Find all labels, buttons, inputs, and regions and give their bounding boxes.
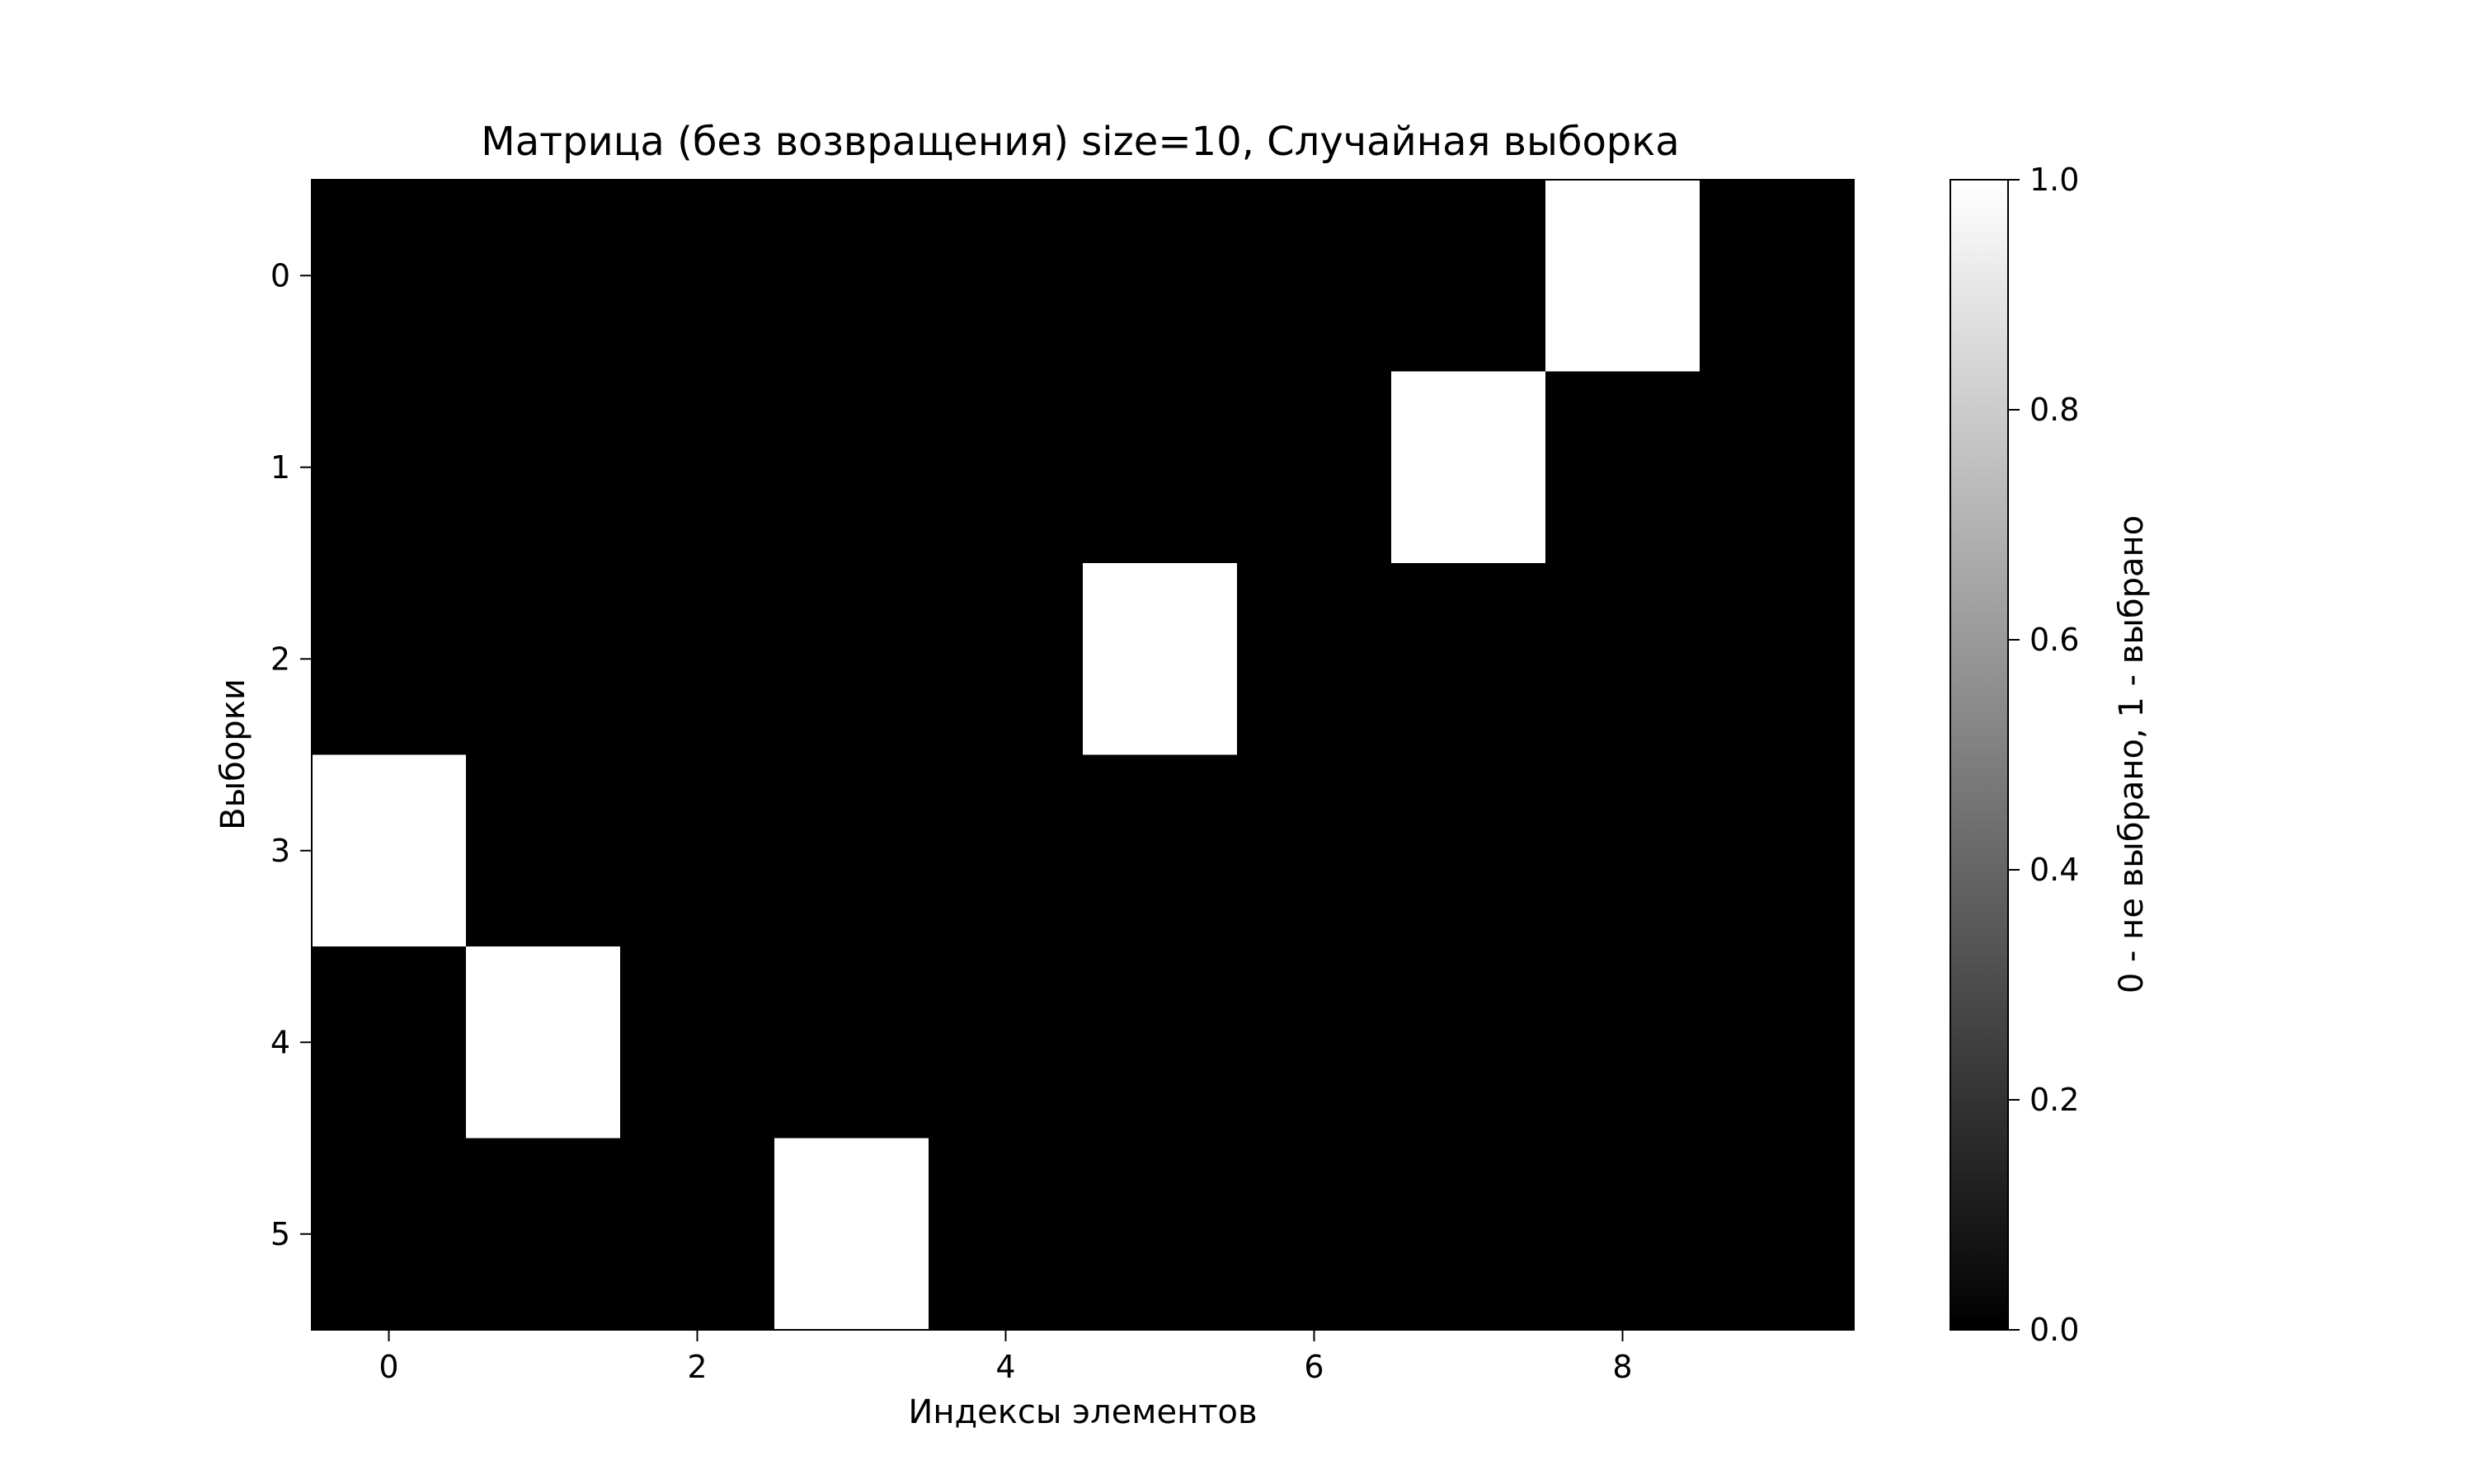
heatmap-cell bbox=[1083, 1138, 1238, 1331]
heatmap-cell bbox=[929, 1138, 1084, 1331]
heatmap-cell bbox=[1083, 754, 1238, 947]
heatmap-cell bbox=[1083, 371, 1238, 564]
heatmap-cell bbox=[1545, 1138, 1700, 1331]
heatmap-cell bbox=[929, 754, 1084, 947]
heatmap-cell bbox=[1391, 946, 1546, 1139]
heatmap-cell bbox=[1700, 563, 1855, 756]
heatmap-cell bbox=[1083, 180, 1238, 373]
heatmap-cell bbox=[1391, 180, 1546, 373]
heatmap-cell bbox=[929, 563, 1084, 756]
y-tick-label: 5 bbox=[270, 1216, 290, 1252]
colorbar-ticks: 0.0 0.2 0.4 0.6 0.8 1.0 bbox=[2008, 162, 2079, 1348]
heatmap-cell bbox=[1700, 754, 1855, 947]
colorbar bbox=[1950, 179, 2009, 1331]
x-tick-label: 6 bbox=[1304, 1349, 1324, 1385]
chart-title: Матрица (без возвращения) size=10, Случа… bbox=[481, 119, 1679, 165]
heatmap-cell bbox=[466, 371, 621, 564]
heatmap-cells bbox=[312, 180, 1855, 1331]
x-tick-label: 2 bbox=[687, 1349, 707, 1385]
colorbar-tick-label: 0.4 bbox=[2030, 852, 2079, 888]
heatmap-cell bbox=[620, 371, 775, 564]
heatmap-cell bbox=[312, 371, 467, 564]
heatmap-cell bbox=[466, 754, 621, 947]
colorbar-tick-label: 0.8 bbox=[2030, 392, 2079, 428]
heatmap-cell bbox=[1391, 371, 1546, 564]
plot-frame bbox=[311, 179, 1855, 1331]
heatmap-cell bbox=[620, 754, 775, 947]
heatmap-cell bbox=[1083, 946, 1238, 1139]
colorbar-tick-label: 0.2 bbox=[2030, 1082, 2079, 1118]
heatmap-cell bbox=[312, 1138, 467, 1331]
heatmap-cell bbox=[1237, 1138, 1392, 1331]
y-tick-label: 1 bbox=[270, 449, 290, 486]
heatmap-cell bbox=[312, 946, 467, 1139]
colorbar-tick-label: 1.0 bbox=[2030, 162, 2079, 198]
y-tick-label: 2 bbox=[270, 641, 290, 677]
heatmap-cell bbox=[929, 371, 1084, 564]
heatmap-cell bbox=[312, 563, 467, 756]
heatmap-cell bbox=[1545, 946, 1700, 1139]
colorbar-tick-label: 0.6 bbox=[2030, 622, 2079, 658]
heatmap-cell bbox=[1083, 563, 1238, 756]
heatmap-cell bbox=[1545, 754, 1700, 947]
heatmap-cell bbox=[1237, 946, 1392, 1139]
heatmap-cell bbox=[1700, 1138, 1855, 1331]
heatmap-cell bbox=[620, 1138, 775, 1331]
heatmap-cell bbox=[1237, 754, 1392, 947]
heatmap-cell bbox=[466, 563, 621, 756]
y-tick-label: 4 bbox=[270, 1024, 290, 1060]
heatmap-cell bbox=[1700, 946, 1855, 1139]
heatmap-cell bbox=[466, 1138, 621, 1331]
heatmap-cell bbox=[1237, 563, 1392, 756]
heatmap-cell bbox=[1545, 371, 1700, 564]
heatmap-cell bbox=[774, 371, 929, 564]
heatmap-cell bbox=[929, 946, 1084, 1139]
heatmap-cell bbox=[1391, 754, 1546, 947]
heatmap-cell bbox=[620, 180, 775, 373]
heatmap-cell bbox=[929, 180, 1084, 373]
heatmap-cell bbox=[774, 563, 929, 756]
heatmap-cell bbox=[620, 563, 775, 756]
heatmap-cell bbox=[774, 180, 929, 373]
heatmap-cell bbox=[1237, 180, 1392, 373]
heatmap-cell bbox=[1545, 563, 1700, 756]
y-tick-label: 3 bbox=[270, 833, 290, 869]
heatmap-cell bbox=[1237, 371, 1392, 564]
heatmap-cell bbox=[774, 1138, 929, 1331]
heatmap-cell bbox=[1391, 1138, 1546, 1331]
y-axis-label: Выборки bbox=[214, 679, 252, 830]
x-axis-ticks: 0 2 4 6 8 bbox=[379, 1330, 1633, 1385]
heatmap-cell bbox=[466, 946, 621, 1139]
heatmap-cell bbox=[774, 946, 929, 1139]
y-axis-ticks: 0 1 2 3 4 5 bbox=[270, 257, 312, 1252]
colorbar-label: 0 - не выбрано, 1 - выбрано bbox=[2113, 515, 2151, 993]
heatmap-cell bbox=[466, 180, 621, 373]
heatmap-cell bbox=[774, 754, 929, 947]
x-axis-label: Индексы элементов bbox=[908, 1393, 1257, 1431]
heatmap-cell bbox=[1700, 371, 1855, 564]
heatmap-cell bbox=[312, 180, 467, 373]
colorbar-tick-label: 0.0 bbox=[2030, 1312, 2079, 1348]
heatmap-cell bbox=[1391, 563, 1546, 756]
x-tick-label: 0 bbox=[379, 1349, 398, 1385]
heatmap-cell bbox=[1545, 180, 1700, 373]
y-tick-label: 0 bbox=[270, 257, 290, 294]
heatmap-cell bbox=[312, 754, 467, 947]
heatmap-cell bbox=[1700, 180, 1855, 373]
x-tick-label: 4 bbox=[995, 1349, 1015, 1385]
heatmap-cell bbox=[620, 946, 775, 1139]
x-tick-label: 8 bbox=[1612, 1349, 1632, 1385]
